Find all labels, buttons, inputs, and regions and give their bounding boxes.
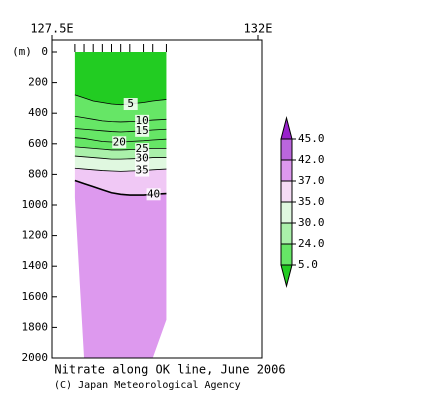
contour-label: 20: [113, 135, 126, 148]
contour-label-bg: [135, 164, 150, 177]
colorbar-box: [280, 138, 293, 161]
colorbar-label: 30.0: [298, 216, 325, 229]
y-tick-label: 2000: [22, 351, 49, 364]
y-tick-label: 1800: [22, 320, 49, 333]
x-tick-label: 132E: [244, 22, 273, 36]
colorbar-box: [280, 180, 293, 203]
colorbar-box: [280, 159, 293, 182]
y-tick-label: 200: [28, 76, 48, 89]
contour-fill: [74, 52, 167, 105]
colorbar-extend: [280, 264, 293, 288]
y-tick-label: 800: [28, 167, 48, 180]
contour-label: 30: [136, 151, 149, 164]
contour-line: [74, 94, 167, 106]
contour-label-bg: [135, 152, 150, 165]
contour-label-bg: [146, 188, 161, 201]
contour-label-bg: [112, 136, 127, 149]
y-tick-label: 600: [28, 137, 48, 150]
chart-title: Nitrate along OK line, June 2006: [54, 363, 285, 377]
contour-label-bg: [135, 124, 150, 137]
colorbar-label: 45.0: [298, 132, 325, 145]
contour-label-bg: [123, 98, 138, 111]
contour-label-bg: [135, 143, 150, 156]
colorbar-box: [280, 222, 293, 245]
deep-fill: [74, 180, 167, 358]
y-tick-label: 1400: [22, 259, 49, 272]
colorbar-label: 24.0: [298, 237, 325, 250]
contour-label: 40: [147, 187, 160, 200]
y-tick-label: 1600: [22, 290, 49, 303]
y-tick-label: 1000: [22, 198, 49, 211]
y-tick-label: 400: [28, 106, 48, 119]
colorbar-extend: [280, 116, 293, 140]
credit: (C) Japan Meteorological Agency: [54, 380, 241, 391]
colorbar-label: 37.0: [298, 174, 325, 187]
contour-label: 25: [136, 142, 149, 155]
plot-frame: [51, 39, 263, 359]
colorbar-label: 42.0: [298, 153, 325, 166]
contour-label: 5: [127, 97, 134, 110]
x-tick-label: 127.5E: [30, 22, 73, 36]
contour-label-bg: [135, 114, 150, 127]
y-axis-label: (m): [12, 45, 32, 58]
colorbar-box: [280, 243, 293, 266]
contour-label: 35: [136, 164, 149, 177]
colorbar-label: 5.0: [298, 258, 318, 271]
y-tick-label: 0: [41, 45, 48, 58]
contour-label: 10: [136, 114, 149, 127]
colorbar-label: 35.0: [298, 195, 325, 208]
colorbar-box: [280, 201, 293, 224]
y-tick-label: 1200: [22, 229, 49, 242]
contour-label: 15: [136, 124, 149, 137]
